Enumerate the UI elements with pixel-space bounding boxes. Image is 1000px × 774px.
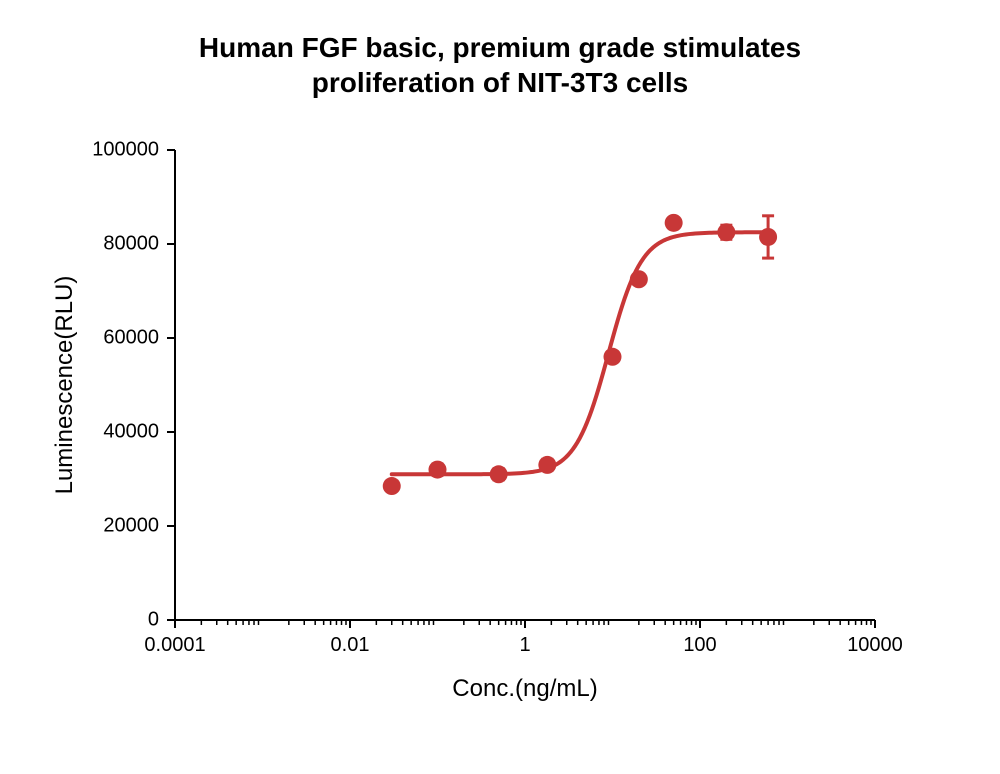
plot-area bbox=[175, 150, 875, 620]
chart-title: Human FGF basic, premium grade stimulate… bbox=[0, 30, 1000, 100]
y-tick-label: 100000 bbox=[87, 139, 159, 162]
x-axis-label: Conc.(ng/mL) bbox=[452, 675, 597, 703]
y-tick-label: 20000 bbox=[87, 515, 159, 538]
y-tick-label: 80000 bbox=[87, 233, 159, 256]
y-tick-label: 0 bbox=[87, 609, 159, 632]
y-tick-label: 60000 bbox=[87, 327, 159, 350]
data-point bbox=[717, 223, 735, 241]
y-axis-label: Luminescence(RLU) bbox=[51, 276, 79, 495]
data-point bbox=[538, 456, 556, 474]
x-tick-label: 100 bbox=[683, 634, 716, 657]
data-point bbox=[604, 348, 622, 366]
x-tick-label: 1 bbox=[519, 634, 530, 657]
data-point bbox=[383, 477, 401, 495]
title-line-1: Human FGF basic, premium grade stimulate… bbox=[0, 30, 1000, 65]
data-point bbox=[490, 465, 508, 483]
x-tick-label: 10000 bbox=[847, 634, 903, 657]
chart-container: Human FGF basic, premium grade stimulate… bbox=[0, 0, 1000, 774]
fit-curve bbox=[392, 232, 768, 474]
title-line-2: proliferation of NIT-3T3 cells bbox=[0, 65, 1000, 100]
chart-svg bbox=[175, 150, 875, 620]
y-tick-label: 40000 bbox=[87, 421, 159, 444]
data-point bbox=[759, 228, 777, 246]
data-point bbox=[665, 214, 683, 232]
x-tick-label: 0.01 bbox=[331, 634, 370, 657]
data-point bbox=[429, 461, 447, 479]
x-tick-label: 0.0001 bbox=[144, 634, 205, 657]
data-point bbox=[630, 270, 648, 288]
